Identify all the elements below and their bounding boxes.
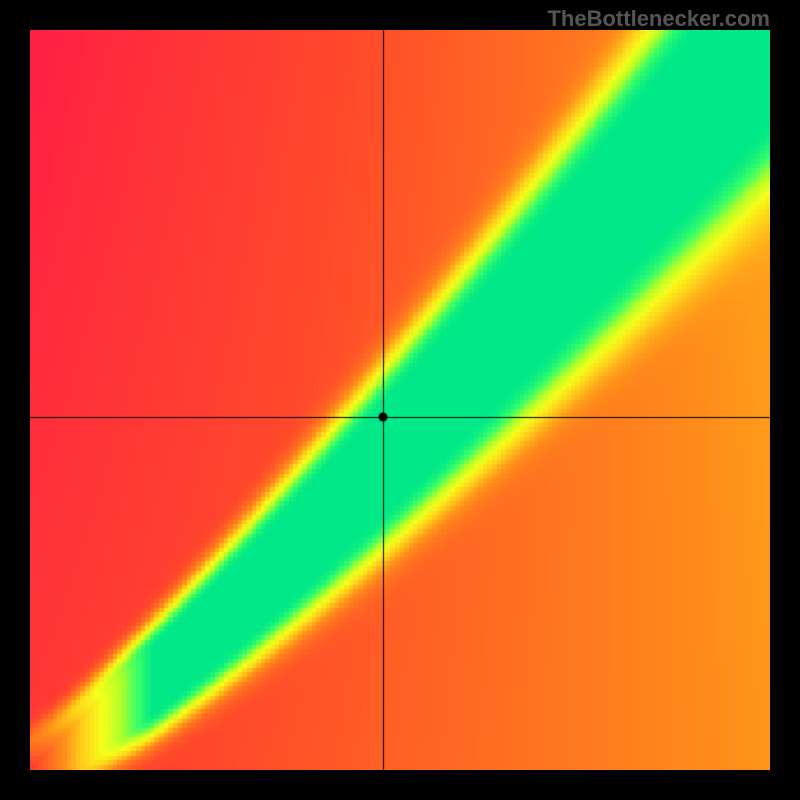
bottleneck-heatmap <box>30 30 770 770</box>
chart-container: TheBottlenecker.com <box>0 0 800 800</box>
watermark-text: TheBottlenecker.com <box>547 6 770 32</box>
